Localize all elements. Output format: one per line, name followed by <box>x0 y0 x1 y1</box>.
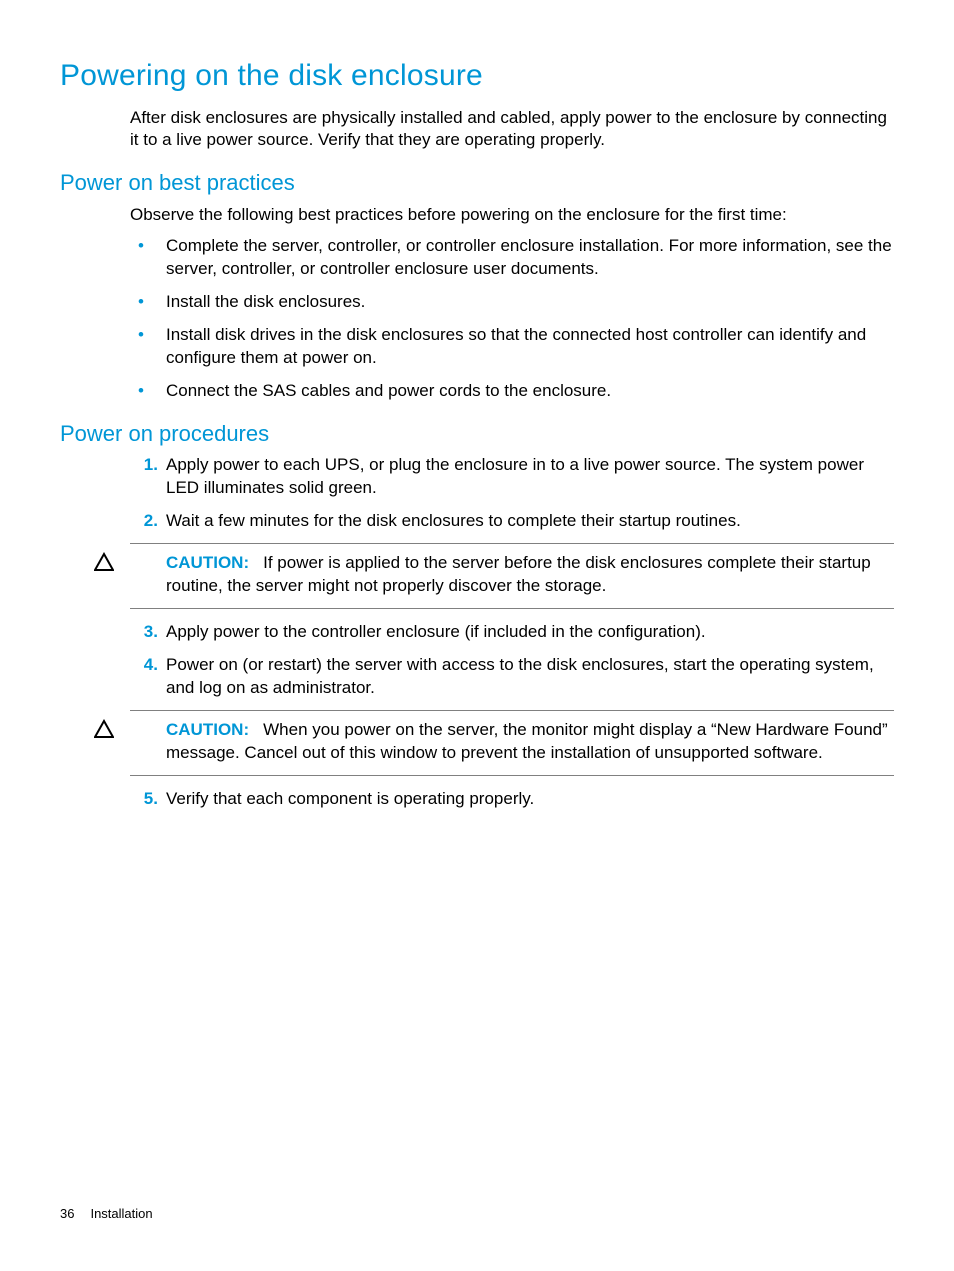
best-practices-list: Complete the server, controller, or cont… <box>130 235 894 403</box>
best-practices-block: Observe the following best practices bef… <box>130 204 894 403</box>
step-item: Wait a few minutes for the disk enclosur… <box>130 510 894 533</box>
page-footer: 36 Installation <box>60 1205 153 1223</box>
step-item: Apply power to the controller enclosure … <box>130 621 894 644</box>
procedures-block: Apply power to each UPS, or plug the enc… <box>130 454 894 810</box>
intro-paragraph: After disk enclosures are physically ins… <box>130 107 894 153</box>
list-item: Install the disk enclosures. <box>130 291 894 314</box>
procedures-list: Apply power to each UPS, or plug the enc… <box>130 454 894 810</box>
caution-block: CAUTION:When you power on the server, th… <box>130 710 894 776</box>
caution-text: When you power on the server, the monito… <box>166 720 888 762</box>
caution-text: If power is applied to the server before… <box>166 553 871 595</box>
caution-label: CAUTION: <box>166 553 249 572</box>
caution-icon <box>94 552 114 572</box>
heading-procedures: Power on procedures <box>60 419 894 449</box>
list-item: Complete the server, controller, or cont… <box>130 235 894 281</box>
caution-icon <box>94 719 114 739</box>
caution-label: CAUTION: <box>166 720 249 739</box>
step-item: Verify that each component is operating … <box>130 788 894 811</box>
intro-block: After disk enclosures are physically ins… <box>130 107 894 153</box>
page-number: 36 <box>60 1206 74 1221</box>
list-item: Install disk drives in the disk enclosur… <box>130 324 894 370</box>
step-item: Power on (or restart) the server with ac… <box>130 654 894 700</box>
heading-best-practices: Power on best practices <box>60 168 894 198</box>
document-page: Powering on the disk enclosure After dis… <box>0 0 954 1271</box>
list-item: Connect the SAS cables and power cords t… <box>130 380 894 403</box>
caution-block: CAUTION:If power is applied to the serve… <box>130 543 894 609</box>
best-practices-lead: Observe the following best practices bef… <box>130 204 894 227</box>
footer-section: Installation <box>90 1206 152 1221</box>
step-item: Apply power to each UPS, or plug the enc… <box>130 454 894 500</box>
heading-main: Powering on the disk enclosure <box>60 56 894 97</box>
